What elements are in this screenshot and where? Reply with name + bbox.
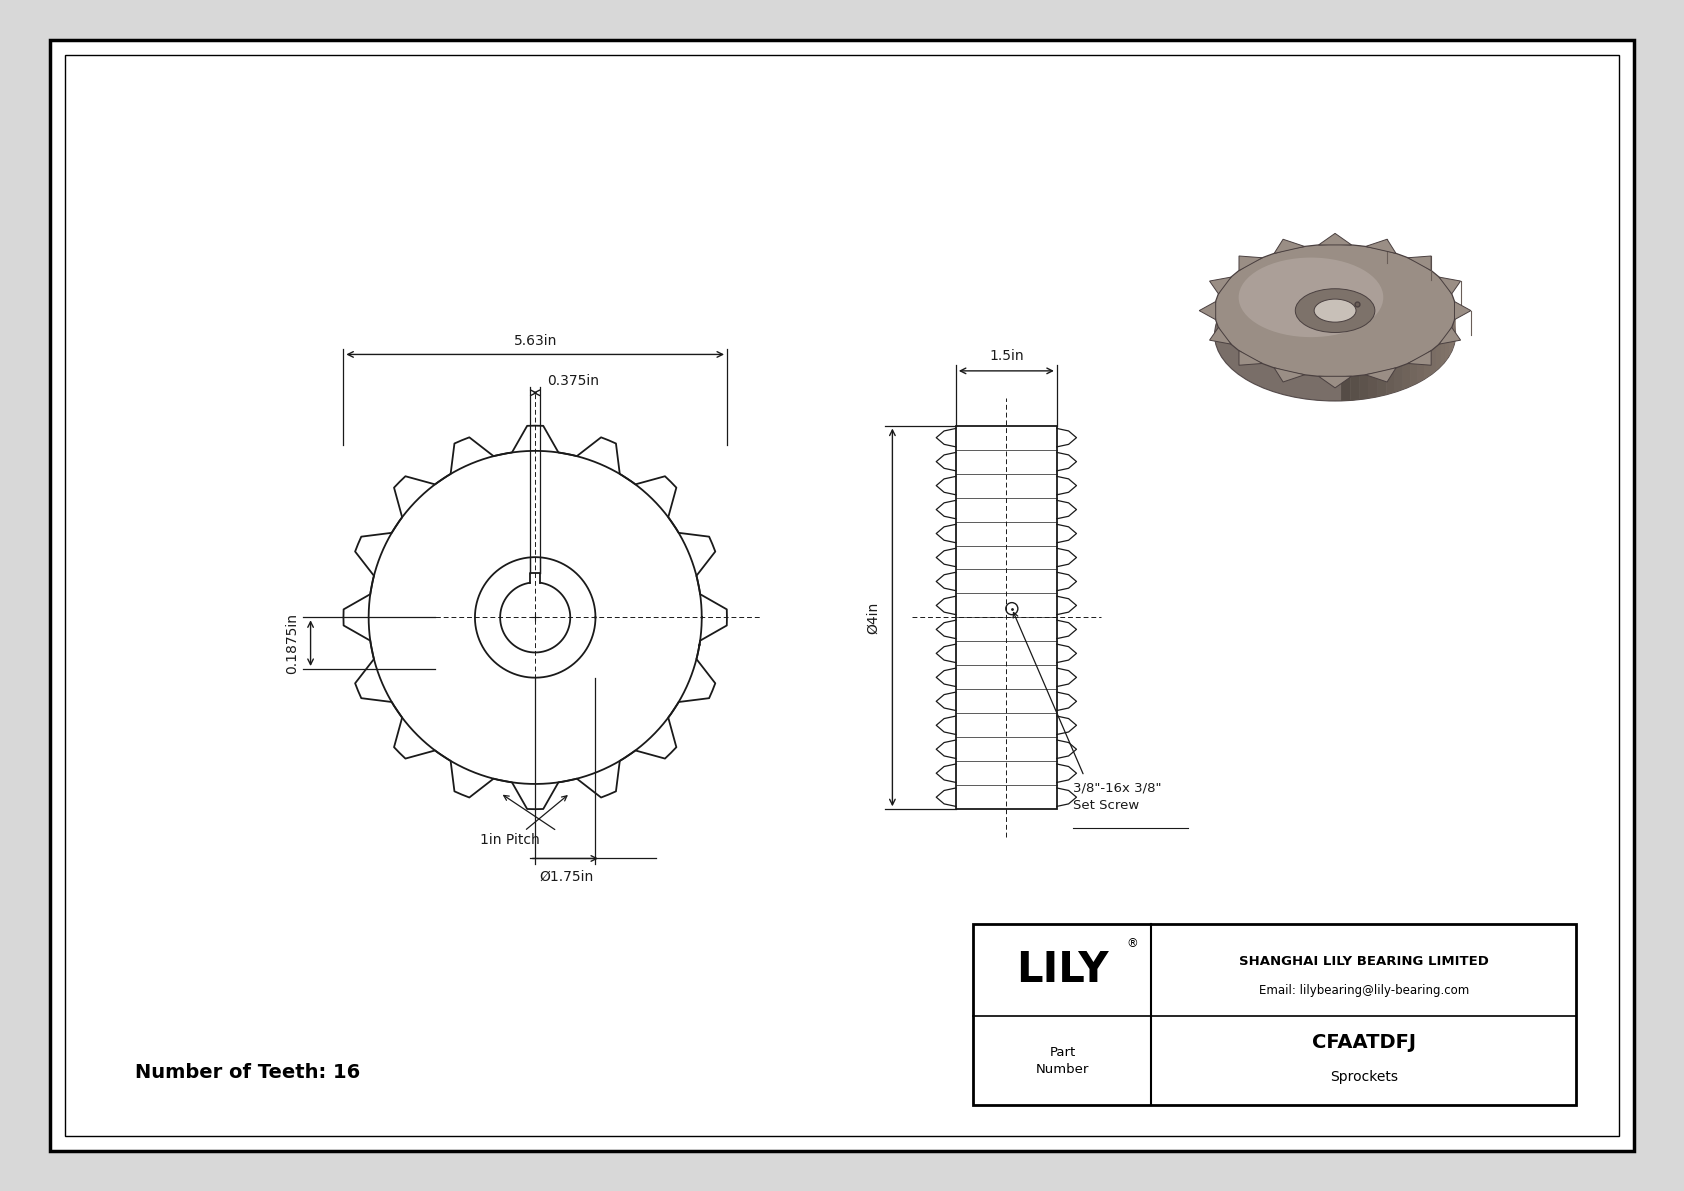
Text: CFAATDFJ: CFAATDFJ — [1312, 1033, 1416, 1052]
Polygon shape — [1354, 328, 1359, 363]
Polygon shape — [1440, 338, 1445, 367]
Polygon shape — [1275, 239, 1305, 254]
Polygon shape — [1366, 239, 1396, 254]
Text: 1in Pitch: 1in Pitch — [480, 834, 541, 847]
Polygon shape — [1239, 256, 1263, 270]
Polygon shape — [1440, 279, 1445, 307]
Text: Sprockets: Sprockets — [1330, 1070, 1398, 1084]
Text: 3/8"-16x 3/8"
Set Screw: 3/8"-16x 3/8" Set Screw — [1073, 781, 1162, 812]
Polygon shape — [1347, 330, 1354, 364]
Text: Number of Teeth: 16: Number of Teeth: 16 — [135, 1062, 360, 1081]
Text: 1.5in: 1.5in — [989, 349, 1024, 363]
Ellipse shape — [1314, 299, 1356, 322]
Polygon shape — [1430, 348, 1435, 375]
Polygon shape — [1351, 375, 1359, 400]
Polygon shape — [1410, 358, 1418, 387]
Polygon shape — [1403, 362, 1410, 389]
Polygon shape — [1371, 316, 1374, 353]
Text: 5.63in: 5.63in — [514, 333, 557, 348]
Polygon shape — [1340, 376, 1351, 401]
Polygon shape — [1408, 256, 1431, 270]
Polygon shape — [1452, 324, 1453, 353]
Bar — [973, 924, 1576, 1105]
Text: Ø4in: Ø4in — [866, 601, 879, 634]
Polygon shape — [1448, 329, 1452, 357]
Polygon shape — [1408, 350, 1431, 366]
Polygon shape — [1410, 258, 1418, 286]
Polygon shape — [1394, 366, 1403, 392]
Polygon shape — [1347, 289, 1354, 324]
Text: Email: lilybearing@lily-bearing.com: Email: lilybearing@lily-bearing.com — [1258, 984, 1468, 997]
Polygon shape — [1378, 370, 1386, 397]
Text: SHANGHAI LILY BEARING LIMITED: SHANGHAI LILY BEARING LIMITED — [1239, 955, 1489, 968]
Polygon shape — [1359, 374, 1369, 400]
Polygon shape — [1452, 293, 1453, 322]
Polygon shape — [1435, 274, 1440, 303]
Polygon shape — [1359, 325, 1364, 361]
Polygon shape — [1445, 283, 1448, 312]
Polygon shape — [1418, 262, 1425, 289]
Polygon shape — [1455, 301, 1470, 319]
Polygon shape — [1378, 249, 1386, 275]
Polygon shape — [1369, 319, 1371, 355]
Polygon shape — [1239, 350, 1263, 366]
Polygon shape — [1386, 250, 1394, 278]
Ellipse shape — [1239, 257, 1383, 337]
Polygon shape — [1351, 245, 1359, 270]
Polygon shape — [1364, 323, 1369, 358]
Text: 0.375in: 0.375in — [547, 374, 600, 388]
Polygon shape — [1359, 293, 1364, 329]
Text: Part
Number: Part Number — [1036, 1046, 1090, 1075]
Polygon shape — [1425, 266, 1430, 294]
Polygon shape — [1209, 278, 1231, 294]
Polygon shape — [1319, 376, 1352, 388]
Polygon shape — [1369, 247, 1378, 273]
Polygon shape — [1275, 368, 1305, 382]
Polygon shape — [1364, 295, 1369, 331]
Ellipse shape — [1214, 244, 1455, 376]
Polygon shape — [1435, 343, 1440, 372]
Text: 0.1875in: 0.1875in — [285, 612, 300, 674]
Polygon shape — [1386, 368, 1394, 394]
Polygon shape — [1430, 270, 1435, 298]
Polygon shape — [1319, 233, 1352, 245]
Polygon shape — [1209, 328, 1231, 344]
Polygon shape — [1403, 256, 1410, 283]
Polygon shape — [1342, 289, 1347, 323]
Polygon shape — [1335, 288, 1342, 322]
Polygon shape — [1440, 278, 1460, 294]
Text: Ø1.75in: Ø1.75in — [539, 869, 594, 884]
Polygon shape — [1394, 252, 1403, 280]
Polygon shape — [1440, 328, 1460, 344]
Ellipse shape — [1295, 288, 1374, 332]
Polygon shape — [1425, 351, 1430, 380]
Text: LILY: LILY — [1015, 949, 1108, 991]
Polygon shape — [1369, 373, 1378, 398]
Polygon shape — [1448, 288, 1452, 317]
Polygon shape — [1371, 301, 1374, 338]
Polygon shape — [1369, 299, 1371, 335]
Ellipse shape — [1295, 322, 1374, 366]
Polygon shape — [1366, 368, 1396, 382]
Polygon shape — [1199, 301, 1216, 319]
Polygon shape — [1418, 355, 1425, 384]
Polygon shape — [1342, 331, 1347, 366]
Polygon shape — [1354, 292, 1359, 326]
Text: ®: ® — [1127, 936, 1138, 949]
Ellipse shape — [1214, 268, 1455, 401]
Polygon shape — [1335, 332, 1342, 366]
Polygon shape — [1359, 245, 1369, 272]
Bar — [957, 425, 1058, 809]
Polygon shape — [1445, 333, 1448, 362]
Polygon shape — [1340, 244, 1351, 269]
